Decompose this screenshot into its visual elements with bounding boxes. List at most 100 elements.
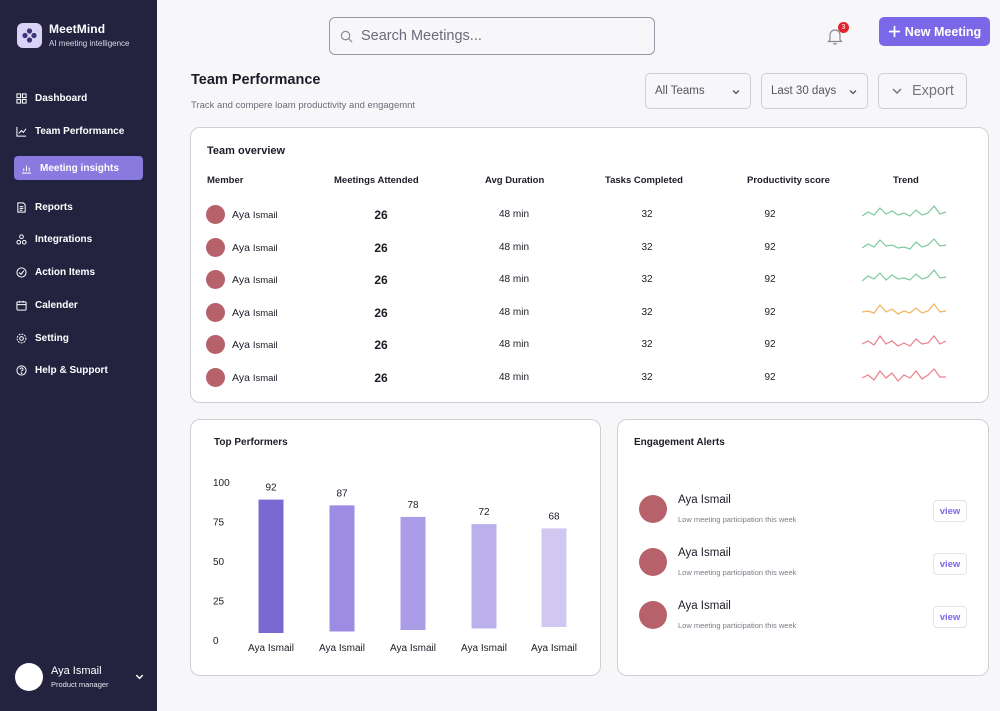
new-meeting-button[interactable]: New Meeting	[879, 17, 990, 46]
productivity-score-cell: 92	[764, 307, 776, 318]
avatar	[15, 663, 43, 691]
bar[interactable]	[258, 499, 284, 633]
document-icon	[17, 201, 26, 213]
column-header-trend: Trend	[893, 175, 919, 186]
brand[interactable]: MeetMind AI meeting intelligence	[17, 22, 130, 48]
alert-item: Aya Ismail Low meeting participation this…	[638, 544, 988, 584]
table-row[interactable]: Aya Ismail 26 48 min 32 92	[191, 330, 988, 358]
alert-description: Low meeting participation this week	[678, 515, 797, 524]
member-name: Aya Ismail	[232, 307, 278, 319]
y-tick-label: 0	[213, 636, 219, 647]
productivity-score-cell: 92	[764, 274, 776, 285]
top-performers-title: Top Performers	[214, 437, 288, 448]
notification-badge: 3	[838, 22, 849, 33]
chevron-down-icon	[849, 90, 857, 95]
plus-icon	[888, 25, 900, 38]
top-performers-chart: 100 75 50 25 0 92 Aya Ismail 87 Aya Ismail 78 Aya …	[213, 478, 577, 654]
chevron-down-icon	[732, 90, 740, 95]
avatar	[206, 270, 225, 289]
trend-sparkline	[862, 303, 947, 315]
sidebar-item-label: Meeting insights	[40, 162, 119, 174]
engagement-alerts-title: Engagement Alerts	[634, 437, 725, 448]
bar-value-label: 68	[548, 511, 560, 522]
user-name: Aya Ismail	[51, 665, 102, 677]
bar[interactable]	[541, 528, 567, 627]
sidebar-item-help-support[interactable]: Help & Support	[14, 358, 143, 382]
column-header-member: Member	[207, 175, 244, 186]
tasks-completed-cell: 32	[641, 307, 653, 318]
table-row[interactable]: Aya Ismail 26 48 min 32 92	[191, 265, 988, 293]
tasks-completed-cell: 32	[641, 372, 653, 383]
productivity-score-cell: 92	[764, 242, 776, 253]
sidebar-item-integrations[interactable]: Integrations	[14, 227, 143, 251]
alert-item: Aya Ismail Low meeting participation this…	[638, 491, 988, 531]
tasks-completed-cell: 32	[641, 339, 653, 350]
member-first-name: Aya	[232, 242, 250, 254]
team-filter-dropdown[interactable]: All Teams	[645, 73, 751, 109]
chart-line-icon	[16, 126, 27, 137]
bar[interactable]	[471, 524, 497, 629]
alert-name: Aya Ismail	[678, 600, 731, 612]
member-first-name: Aya	[232, 274, 250, 286]
column-header-duration: Avg Duration	[485, 175, 545, 186]
member-last-name: Ismail	[252, 243, 278, 254]
bar-value-label: 78	[407, 500, 419, 511]
member-first-name: Aya	[232, 339, 250, 351]
view-button[interactable]: view	[933, 606, 967, 628]
sidebar-item-label: Integrations	[35, 233, 93, 245]
view-button[interactable]: view	[933, 553, 967, 575]
y-tick-label: 100	[213, 478, 230, 489]
chevron-down-icon[interactable]	[134, 671, 145, 682]
x-tick-label: Aya Ismail	[319, 643, 365, 654]
y-tick-label: 75	[213, 518, 225, 529]
sidebar-item-setting[interactable]: Setting	[14, 326, 143, 350]
sidebar-item-dashboard[interactable]: Dashboard	[14, 86, 143, 110]
meetings-attended-cell: 26	[374, 306, 388, 320]
column-header-tasks: Tasks Completed	[605, 175, 683, 186]
trend-sparkline	[862, 368, 946, 382]
table-row[interactable]: Aya Ismail 26 48 min 32 92	[191, 200, 988, 228]
member-last-name: Ismail	[252, 373, 278, 384]
table-row[interactable]: Aya Ismail 26 48 min 32 92	[191, 363, 988, 391]
table-row[interactable]: Aya Ismail 26 48 min 32 92	[191, 233, 988, 261]
sidebar: MeetMind AI meeting intelligence Dashboa…	[0, 0, 157, 711]
sidebar-item-team-performance[interactable]: Team Performance	[14, 119, 143, 143]
member-name: Aya Ismail	[232, 372, 278, 384]
trend-sparkline	[862, 238, 947, 250]
member-last-name: Ismail	[252, 340, 278, 351]
member-last-name: Ismail	[252, 210, 278, 221]
new-meeting-label: New Meeting	[904, 24, 982, 39]
column-header-meetings: Meetings Attended	[334, 175, 419, 186]
alert-name: Aya Ismail	[678, 494, 731, 506]
tasks-completed-cell: 32	[641, 242, 653, 253]
sidebar-item-meeting-insights[interactable]: Meeting insights	[14, 156, 143, 180]
user-profile[interactable]: Aya Ismail Product manager	[15, 663, 145, 691]
sidebar-item-action-items[interactable]: Action Items	[14, 260, 143, 284]
sidebar-item-calender[interactable]: Calender	[14, 293, 143, 317]
app-name: MeetMind	[49, 22, 106, 36]
help-icon	[16, 364, 27, 376]
member-last-name: Ismail	[252, 275, 278, 286]
date-filter-value: Last 30 days	[771, 85, 837, 97]
export-label: Export	[912, 83, 954, 99]
avatar	[206, 368, 225, 387]
sidebar-item-reports[interactable]: Reports	[14, 195, 143, 219]
meetings-attended-cell: 26	[374, 338, 388, 352]
team-overview-card: Team overview Member Meetings Attended A…	[190, 127, 989, 403]
view-button[interactable]: view	[933, 500, 967, 522]
bar-value-label: 87	[336, 488, 348, 499]
export-button[interactable]: Export	[878, 73, 967, 109]
table-row[interactable]: Aya Ismail 26 48 min 32 92	[191, 298, 988, 326]
app-logo-icon	[17, 22, 42, 48]
date-filter-dropdown[interactable]: Last 30 days	[761, 73, 868, 109]
avatar	[639, 495, 667, 523]
member-name: Aya Ismail	[232, 274, 278, 286]
productivity-score-cell: 92	[764, 209, 776, 220]
bar[interactable]	[329, 505, 355, 632]
search-input[interactable]	[361, 28, 641, 44]
member-name: Aya Ismail	[232, 209, 278, 221]
bar[interactable]	[400, 516, 426, 630]
alert-item: Aya Ismail Low meeting participation this…	[638, 597, 988, 637]
bell-icon[interactable]	[826, 27, 844, 45]
app-tagline: AI meeting intelligence	[49, 39, 130, 48]
